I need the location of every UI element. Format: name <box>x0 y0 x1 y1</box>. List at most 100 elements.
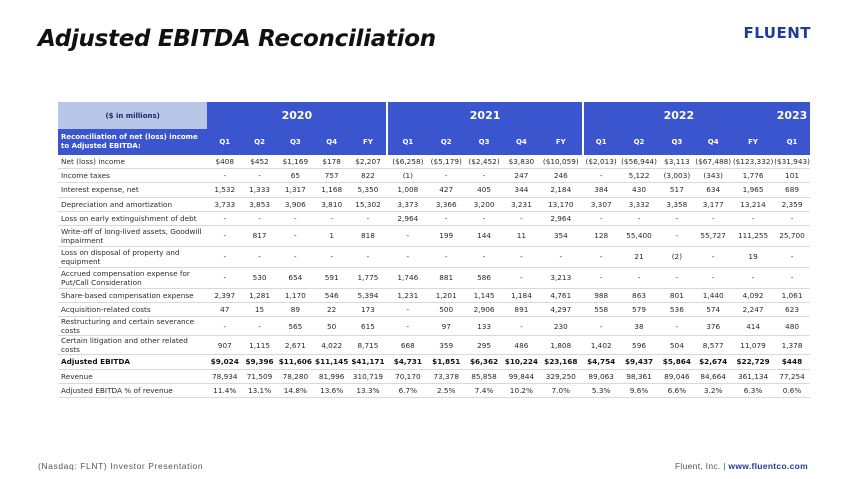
table-cell: 1,145 <box>465 288 503 304</box>
table-cell: 623 <box>774 302 810 318</box>
table-cell: - <box>539 246 582 268</box>
table-cell: - <box>242 246 277 268</box>
table-cell: $9,437 <box>618 354 660 370</box>
table-cell: 1,746 <box>388 267 428 289</box>
table-cell: - <box>694 211 733 226</box>
footer-website-link[interactable]: www.fluentco.com <box>728 461 808 471</box>
table-cell: 1,775 <box>349 267 387 289</box>
table-cell: 3,373 <box>388 197 428 212</box>
table-cell: 1,061 <box>774 288 810 304</box>
table-cell: 536 <box>659 302 695 318</box>
table-cell: 173 <box>349 302 387 318</box>
table-cell: 3,213 <box>539 267 582 289</box>
table-cell: 3,733 <box>207 197 243 212</box>
table-cell: $408 <box>207 155 243 170</box>
column-gap <box>581 246 584 268</box>
table-cell: ($10,059) <box>539 155 582 170</box>
table-body: Net (loss) income $408 $452 $1,169 $178 $2,20… <box>58 155 810 398</box>
table-cell: 3,177 <box>694 197 733 212</box>
table-cell: ($56,944) <box>618 155 660 170</box>
table-cell: 84,664 <box>694 369 733 384</box>
table-cell: 71,509 <box>242 369 277 384</box>
table-row: Adjusted EBITDA $9,024 $9,396 $11,606 $11,14… <box>58 354 810 370</box>
table-cell: 3,853 <box>242 197 277 212</box>
table-cell: 55,400 <box>618 225 660 247</box>
table-cell: (343) <box>694 168 733 184</box>
column-gap <box>581 369 584 384</box>
table-row: Share-based compensation expense 2,397 1,2… <box>58 288 810 304</box>
table-cell: - <box>774 267 810 289</box>
table-cell: 988 <box>583 288 619 304</box>
table-cell: 1,168 <box>313 182 350 198</box>
period-header: Q2 <box>618 129 660 155</box>
table-cell: 344 <box>502 182 540 198</box>
table-cell: 13,170 <box>539 197 582 212</box>
table-cell: 3,810 <box>313 197 350 212</box>
table-cell: 81,996 <box>313 369 350 384</box>
period-header: Q3 <box>276 129 314 155</box>
table-cell: $9,024 <box>207 354 243 370</box>
year-2023: 2023 <box>774 102 810 129</box>
table-cell: 4,022 <box>313 335 350 356</box>
table-cell: 15,302 <box>349 197 387 212</box>
table-cell: - <box>583 267 619 289</box>
table-cell: ($123,332) <box>732 155 775 170</box>
column-gap <box>581 129 584 155</box>
table-cell: - <box>583 168 619 184</box>
table-cell: (3,003) <box>659 168 695 184</box>
table-cell: - <box>427 246 466 268</box>
table-cell: - <box>388 246 428 268</box>
table-cell: - <box>694 267 733 289</box>
table-cell: 530 <box>242 267 277 289</box>
table-cell: 1,317 <box>276 182 314 198</box>
table-row: Restructuring and certain severance cost… <box>58 316 810 337</box>
table-cell: $2,674 <box>694 354 733 370</box>
table-cell: 15 <box>242 302 277 318</box>
column-gap <box>386 182 389 198</box>
table-cell: 1,170 <box>276 288 314 304</box>
table-cell: 689 <box>774 182 810 198</box>
table-cell: 14.8% <box>276 383 314 398</box>
table-cell: - <box>242 168 277 184</box>
table-cell: 1,378 <box>774 335 810 356</box>
table-cell: - <box>774 211 810 226</box>
table-cell: - <box>659 316 695 337</box>
table-row: Certain litigation and other related cos… <box>58 335 810 356</box>
fluent-logo: FLUENT <box>743 24 811 42</box>
table-cell: - <box>313 246 350 268</box>
table-cell: 2.5% <box>427 383 466 398</box>
table-cell: 427 <box>427 182 466 198</box>
table-cell: 89,046 <box>659 369 695 384</box>
table-cell: 907 <box>207 335 243 356</box>
row-label: Income taxes <box>58 168 208 184</box>
table-cell: 596 <box>618 335 660 356</box>
period-header: Q4 <box>313 129 350 155</box>
table-cell: $4,731 <box>388 354 428 370</box>
table-cell: 6.7% <box>388 383 428 398</box>
table-cell: - <box>502 211 540 226</box>
table-cell: 70,170 <box>388 369 428 384</box>
table-cell: 565 <box>276 316 314 337</box>
table-cell: - <box>465 246 503 268</box>
table-cell: $448 <box>774 354 810 370</box>
table-cell: 111,255 <box>732 225 775 247</box>
column-gap <box>581 302 584 318</box>
year-2020: 2020 <box>207 102 387 129</box>
column-gap <box>386 267 389 289</box>
column-gap <box>386 129 389 155</box>
table-cell: $178 <box>313 155 350 170</box>
table-cell: 13.6% <box>313 383 350 398</box>
table-cell: 2,247 <box>732 302 775 318</box>
period-header: Q2 <box>242 129 277 155</box>
column-gap <box>581 197 584 212</box>
table-cell: 558 <box>583 302 619 318</box>
table-cell: 7.4% <box>465 383 503 398</box>
table-cell: 586 <box>465 267 503 289</box>
table-cell: 89 <box>276 302 314 318</box>
table-cell: 1,008 <box>388 182 428 198</box>
table-cell: 863 <box>618 288 660 304</box>
table-cell: - <box>659 267 695 289</box>
table-cell: 5.3% <box>583 383 619 398</box>
row-label: Loss on early extinguishment of debt <box>58 211 208 226</box>
table-cell: - <box>349 211 387 226</box>
